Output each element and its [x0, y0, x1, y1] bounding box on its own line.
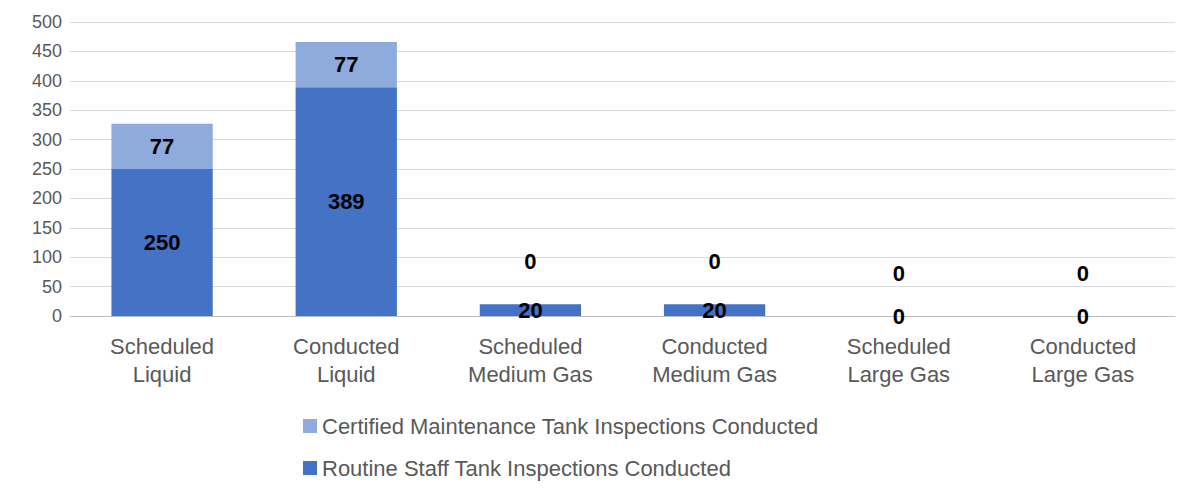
svg-text:0: 0	[52, 306, 62, 326]
svg-text:77: 77	[150, 134, 174, 159]
svg-text:200: 200	[32, 188, 62, 208]
svg-text:Liquid: Liquid	[317, 362, 376, 387]
svg-text:77: 77	[334, 52, 358, 77]
svg-text:0: 0	[893, 261, 905, 286]
svg-text:20: 20	[518, 298, 542, 323]
svg-text:Large Gas: Large Gas	[847, 362, 950, 387]
svg-text:300: 300	[32, 130, 62, 150]
svg-text:0: 0	[708, 249, 720, 274]
svg-text:0: 0	[1077, 304, 1089, 329]
svg-text:Conducted: Conducted	[293, 334, 399, 359]
svg-text:20: 20	[702, 298, 726, 323]
svg-text:Large Gas: Large Gas	[1032, 362, 1135, 387]
svg-text:0: 0	[1077, 261, 1089, 286]
svg-text:Liquid: Liquid	[133, 362, 192, 387]
svg-text:Medium Gas: Medium Gas	[652, 362, 777, 387]
svg-text:Routine Staff Tank Inspections: Routine Staff Tank Inspections Conducted	[322, 456, 731, 481]
svg-text:250: 250	[32, 159, 62, 179]
svg-text:Conducted: Conducted	[661, 334, 767, 359]
svg-text:450: 450	[32, 41, 62, 61]
svg-text:0: 0	[524, 249, 536, 274]
svg-text:Certified Maintenance Tank Ins: Certified Maintenance Tank Inspections C…	[322, 414, 818, 439]
svg-text:100: 100	[32, 247, 62, 267]
svg-text:500: 500	[32, 12, 62, 32]
svg-text:350: 350	[32, 100, 62, 120]
svg-text:Medium Gas: Medium Gas	[468, 362, 593, 387]
svg-text:400: 400	[32, 71, 62, 91]
svg-text:0: 0	[893, 304, 905, 329]
svg-text:50: 50	[42, 277, 62, 297]
svg-text:Scheduled: Scheduled	[110, 334, 214, 359]
svg-text:150: 150	[32, 218, 62, 238]
svg-text:250: 250	[144, 230, 181, 255]
svg-text:Conducted: Conducted	[1030, 334, 1136, 359]
svg-text:Scheduled: Scheduled	[478, 334, 582, 359]
svg-text:Scheduled: Scheduled	[847, 334, 951, 359]
svg-text:389: 389	[328, 189, 365, 214]
